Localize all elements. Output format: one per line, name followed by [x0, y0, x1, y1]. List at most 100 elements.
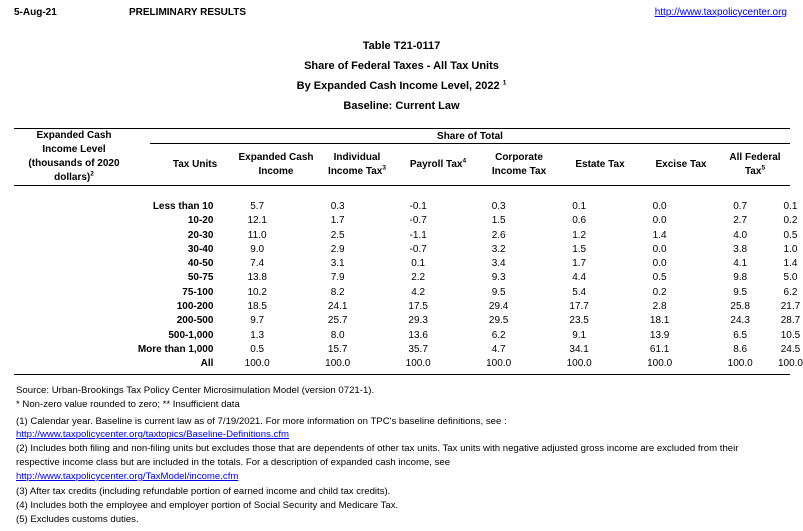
value-cell: 9.5 — [491, 286, 506, 298]
value-cell: 3.4 — [491, 258, 506, 270]
value-cell: 0.0 — [652, 201, 667, 212]
value-cell: 18.5 — [247, 301, 267, 313]
value-cell: 13.9 — [649, 329, 670, 341]
value-cell: 24.5 — [780, 343, 801, 355]
footnote-2-link[interactable]: http://www.taxpolicycenter.org/TaxModel/… — [16, 471, 239, 482]
value-cell: 9.1 — [572, 329, 587, 341]
value-cell: 4.0 — [733, 229, 748, 241]
value-cell: 1.0 — [783, 243, 798, 255]
value-cell: 15.7 — [327, 343, 348, 355]
value-cell: 0.3 — [491, 201, 506, 212]
value-cell: 100.0 — [486, 358, 512, 370]
value-cell: 100.0 — [325, 358, 351, 370]
table-row: 20-30 11.0 2.5 -1.1 2.6 1.2 1.4 4.0 0.5 — [14, 229, 803, 243]
value-cell: 3.1 — [330, 258, 345, 270]
row-label: 200-500 — [176, 315, 214, 327]
value-cell: 9.0 — [250, 243, 265, 255]
col-header-income-level: Expanded Cash Income Level (thousands of… — [28, 130, 120, 183]
value-cell: -0.7 — [409, 243, 427, 255]
value-cell: 61.1 — [649, 343, 670, 355]
table-baseline: Baseline: Current Law — [343, 100, 460, 112]
value-cell: 4.1 — [733, 258, 748, 270]
value-cell: 100.0 — [566, 358, 592, 370]
value-cell: 2.8 — [652, 301, 667, 313]
col-header-individual-income-tax: Individual Income Tax3 — [328, 152, 386, 177]
value-cell: 0.3 — [330, 201, 345, 212]
report-date: 5-Aug-21 — [14, 7, 57, 18]
value-cell: 0.1 — [411, 258, 426, 270]
value-cell: 34.1 — [569, 343, 589, 355]
table-row: 10-20 12.1 1.7 -0.7 1.5 0.6 0.0 2.7 0.2 — [14, 214, 803, 228]
row-label: 40-50 — [187, 258, 214, 270]
value-cell: 4.4 — [572, 272, 587, 284]
value-cell: 5.7 — [250, 201, 265, 212]
value-cell: 2.6 — [491, 229, 506, 241]
table-row: 100-200 18.5 24.1 17.5 29.4 17.7 2.8 25.8 21.7 — [14, 300, 803, 314]
col-header-tax-units: Tax Units — [172, 159, 218, 170]
col-header-expanded-cash-income: Expanded Cash Income — [238, 152, 314, 177]
value-cell: 1.7 — [330, 215, 345, 227]
table-row: 75-100 10.2 8.2 4.2 9.5 5.4 0.2 9.5 6.2 — [14, 286, 803, 300]
value-cell: 0.0 — [652, 243, 667, 255]
value-cell: 7.4 — [250, 258, 265, 270]
value-cell: 0.5 — [783, 229, 798, 241]
table-subtitle: By Expanded Cash Income Level, 2022 1 — [296, 79, 507, 92]
header-bottom-rule — [14, 185, 790, 186]
report-status: PRELIMINARY RESULTS — [129, 7, 247, 18]
value-cell: 100.0 — [727, 358, 753, 370]
value-cell: 28.7 — [780, 315, 801, 327]
value-cell: 0.0 — [652, 258, 667, 270]
value-cell: 24.3 — [730, 315, 750, 327]
value-cell: 10.2 — [247, 286, 267, 298]
value-cell: 100.0 — [244, 358, 270, 370]
value-cell: 1.2 — [572, 229, 587, 241]
footnote-1-link[interactable]: http://www.taxpolicycenter.org/taxtopics… — [16, 429, 290, 440]
group-header-rule — [150, 143, 790, 144]
value-cell: 4.7 — [491, 343, 506, 355]
value-cell: 6.5 — [733, 329, 748, 341]
value-cell: 8.0 — [330, 329, 345, 341]
table-title: Share of Federal Taxes - All Tax Units — [304, 60, 499, 72]
table-row: Less than 10 5.7 0.3 -0.1 0.3 0.1 0.0 0.7 0.1 — [14, 200, 803, 214]
row-label: 20-30 — [187, 229, 214, 241]
table-bottom-rule — [14, 374, 790, 375]
value-cell: 5.4 — [572, 286, 587, 298]
value-cell: 11.0 — [247, 229, 267, 241]
value-cell: 0.1 — [783, 201, 798, 212]
col-header-corporate-income-tax: Corporate Income Tax — [491, 152, 547, 177]
tpc-website-link[interactable]: http://www.taxpolicycenter.org — [654, 7, 787, 18]
value-cell: 1.5 — [572, 243, 587, 255]
value-cell: 13.8 — [247, 272, 267, 284]
value-cell: 2.7 — [733, 215, 748, 227]
table-row: 30-40 9.0 2.9 -0.7 3.2 1.5 0.0 3.8 1.0 — [14, 243, 803, 257]
row-label: 30-40 — [187, 243, 214, 255]
value-cell: 29.4 — [488, 301, 509, 313]
value-cell: 1.4 — [783, 258, 798, 270]
footnote-source: Source: Urban-Brookings Tax Policy Cente… — [16, 385, 375, 396]
value-cell: 100.0 — [647, 358, 673, 370]
table-row: 500-1,000 1.3 8.0 13.6 6.2 9.1 13.9 6.5 10.5 — [14, 329, 803, 343]
table-row: 50-75 13.8 7.9 2.2 9.3 4.4 0.5 9.8 5.0 — [14, 271, 803, 285]
col-group-share-of-total: Share of Total — [437, 131, 503, 142]
value-cell: 2.2 — [411, 272, 426, 284]
value-cell: 0.1 — [572, 201, 587, 212]
value-cell: 100.0 — [777, 358, 803, 370]
table-row: 40-50 7.4 3.1 0.1 3.4 1.7 0.0 4.1 1.4 — [14, 257, 803, 271]
value-cell: 9.5 — [733, 286, 748, 298]
table-row: More than 1,000 0.5 15.7 35.7 4.7 34.1 61.1 8.6… — [14, 343, 803, 357]
row-label: All — [200, 358, 214, 370]
value-cell: 29.5 — [488, 315, 509, 327]
value-cell: 3.2 — [491, 243, 506, 255]
value-cell: 17.7 — [569, 301, 589, 313]
footnote-nonzero: * Non-zero value rounded to zero; ** Ins… — [16, 399, 240, 410]
value-cell: 2.5 — [330, 229, 345, 241]
footnote-1: (1) Calendar year. Baseline is current l… — [16, 416, 507, 427]
value-cell: 35.7 — [408, 343, 428, 355]
value-cell: 29.3 — [408, 315, 428, 327]
value-cell: 0.7 — [733, 201, 748, 212]
value-cell: 5.0 — [783, 272, 798, 284]
value-cell: 6.2 — [783, 286, 798, 298]
value-cell: 1.4 — [652, 229, 667, 241]
value-cell: 8.6 — [733, 343, 748, 355]
header-top-rule — [14, 128, 790, 129]
